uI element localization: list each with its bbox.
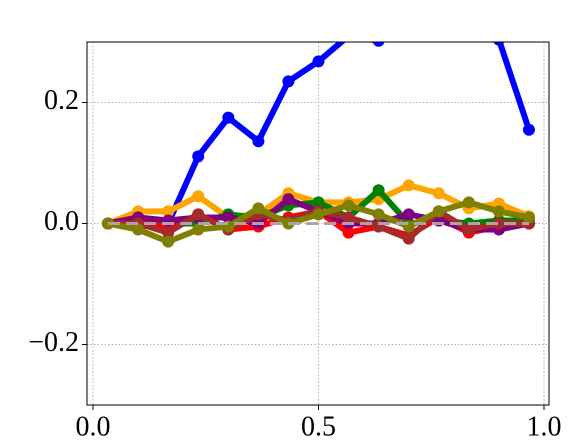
point [252,202,265,215]
point [372,42,385,47]
point [162,205,175,218]
point [192,208,205,221]
point [492,217,505,230]
point [522,123,535,136]
point [252,135,265,148]
y-tick-label: −0.2 [28,327,79,358]
point [462,223,475,236]
point [312,55,325,68]
point [222,111,235,124]
point [192,150,205,163]
point [162,226,175,239]
point [492,205,505,218]
point [343,30,355,42]
series-line [107,42,532,227]
point [342,199,355,212]
point [162,235,175,248]
point [462,196,475,209]
point [192,223,205,236]
point [372,208,385,221]
point [402,232,415,245]
point [342,226,355,239]
point [342,211,355,224]
point [192,190,205,203]
point [493,42,505,46]
point [432,187,445,200]
point [522,211,535,224]
point [132,223,145,236]
point [402,179,415,192]
x-tick-label: 0.5 [301,411,336,442]
point [282,75,295,88]
point [372,184,385,197]
tick-labels: 0.0 0.5 1.0 −0.2 0.0 0.2 [28,85,561,443]
point [432,205,445,218]
point [222,211,235,224]
point [463,6,475,18]
x-tick-label: 1.0 [526,411,561,442]
point [402,208,415,221]
x-tick-label: 0.0 [75,411,110,442]
point [403,12,415,24]
point [312,208,325,221]
y-tick-label: 0.0 [44,206,79,237]
point [312,196,325,209]
y-tick-label: 0.2 [44,85,79,116]
point [433,0,445,12]
plot-area [102,0,535,248]
point [282,193,295,206]
